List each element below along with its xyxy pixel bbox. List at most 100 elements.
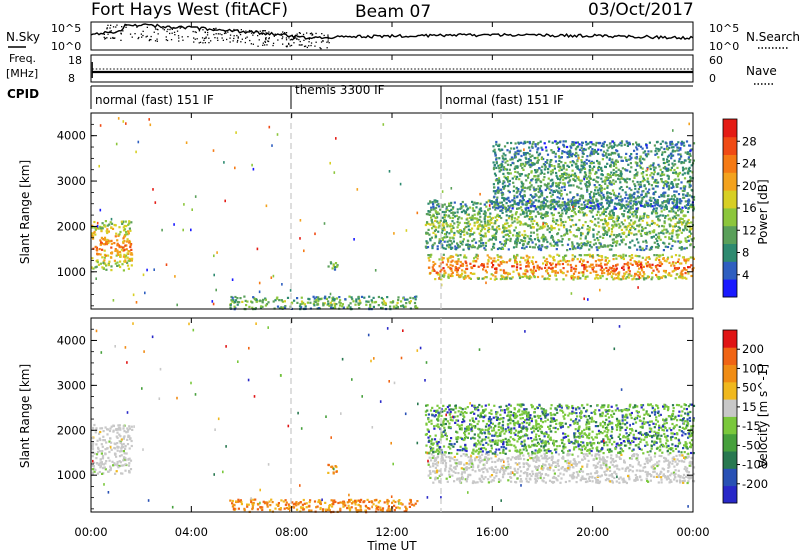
heatmap-cell bbox=[575, 228, 578, 231]
nsky-sample bbox=[294, 36, 296, 38]
heatmap-cell bbox=[588, 159, 591, 162]
heatmap-cell bbox=[578, 199, 581, 202]
heatmap-cell bbox=[627, 197, 630, 200]
heatmap-cell bbox=[581, 141, 584, 144]
heatmap-cell bbox=[545, 149, 548, 152]
heatmap-cell bbox=[550, 149, 553, 152]
heatmap-cell bbox=[447, 258, 450, 261]
heatmap-cell bbox=[126, 430, 129, 433]
heatmap-cell bbox=[656, 185, 659, 188]
heatmap-cell bbox=[454, 260, 457, 263]
heatmap-cell bbox=[476, 254, 479, 257]
heatmap-cell bbox=[586, 233, 589, 236]
heatmap-cell bbox=[632, 215, 635, 218]
heatmap-cell bbox=[128, 427, 131, 430]
heatmap-cell bbox=[598, 225, 601, 228]
heatmap-cell bbox=[115, 435, 118, 438]
heatmap-cell bbox=[609, 244, 612, 247]
heatmap-cell bbox=[488, 238, 491, 241]
heatmap-cell bbox=[96, 451, 100, 454]
heatmap-cell bbox=[645, 256, 648, 259]
heatmap-cell bbox=[671, 195, 674, 198]
heatmap-cell bbox=[534, 178, 537, 181]
heatmap-cell bbox=[453, 215, 457, 218]
heatmap-cell bbox=[662, 225, 666, 228]
heatmap-cell bbox=[520, 154, 523, 158]
heatmap-cell bbox=[652, 187, 655, 190]
heatmap-cell bbox=[602, 150, 606, 153]
heatmap-cell bbox=[449, 223, 452, 226]
heatmap-cell bbox=[652, 197, 655, 200]
heatmap-cell bbox=[236, 297, 239, 300]
heatmap-cell bbox=[473, 231, 476, 234]
heatmap-cell bbox=[667, 200, 670, 203]
heatmap-cell bbox=[450, 242, 454, 245]
heatmap-cell bbox=[665, 142, 668, 145]
freq-trace bbox=[91, 62, 693, 78]
heatmap-cell bbox=[503, 166, 506, 169]
heatmap-cell bbox=[635, 207, 638, 210]
heatmap-cell bbox=[483, 217, 486, 220]
heatmap-cell bbox=[675, 183, 678, 187]
heatmap-cell bbox=[538, 244, 541, 247]
heatmap-cell bbox=[671, 230, 674, 233]
heatmap-cell bbox=[102, 261, 105, 264]
heatmap-cell bbox=[107, 264, 110, 267]
heatmap-cell bbox=[588, 170, 591, 173]
nsky-sample bbox=[315, 32, 317, 35]
heatmap-cell bbox=[529, 193, 532, 197]
heatmap-cell bbox=[522, 223, 525, 226]
heatmap-cell bbox=[690, 203, 693, 206]
heatmap-cell bbox=[480, 239, 483, 242]
heatmap-cell bbox=[98, 437, 101, 440]
nsky-sample bbox=[311, 33, 314, 35]
heatmap-cell bbox=[596, 273, 599, 277]
heatmap-cell bbox=[122, 442, 125, 446]
heatmap-cell bbox=[668, 236, 671, 239]
nsky-sample bbox=[107, 24, 109, 26]
heatmap-cell bbox=[416, 306, 419, 309]
heatmap-cell bbox=[427, 213, 430, 216]
heatmap-cell bbox=[628, 195, 631, 198]
heatmap-cell bbox=[622, 238, 625, 241]
heatmap-cell bbox=[114, 452, 117, 455]
heatmap-cell bbox=[486, 265, 489, 268]
heatmap-cell bbox=[559, 206, 562, 209]
heatmap-cell bbox=[568, 173, 571, 177]
heatmap-cell bbox=[532, 162, 535, 165]
heatmap-cell bbox=[591, 268, 594, 271]
heatmap-cell bbox=[104, 254, 107, 257]
heatmap-cell bbox=[91, 468, 94, 471]
nsky-sample bbox=[229, 41, 231, 43]
heatmap-cell bbox=[542, 157, 545, 161]
heatmap-cell bbox=[546, 228, 549, 231]
heatmap-cell bbox=[613, 191, 615, 195]
heatmap-cell bbox=[354, 303, 357, 306]
heatmap-cell bbox=[596, 203, 599, 206]
heatmap-cell bbox=[103, 224, 106, 227]
heatmap-cell bbox=[504, 240, 508, 243]
heatmap-cell bbox=[114, 248, 117, 251]
heatmap-cell bbox=[254, 307, 257, 310]
heatmap-cell bbox=[501, 182, 504, 185]
heatmap-cell bbox=[119, 441, 122, 445]
heatmap-cell bbox=[626, 264, 629, 267]
heatmap-cell bbox=[148, 118, 150, 121]
heatmap-cell bbox=[684, 206, 688, 209]
heatmap-cell bbox=[550, 244, 553, 247]
heatmap-cell bbox=[536, 264, 539, 267]
heatmap-cell bbox=[522, 199, 525, 202]
heatmap-cell bbox=[460, 206, 463, 209]
heatmap-cell bbox=[289, 289, 292, 292]
heatmap-cell bbox=[530, 199, 533, 202]
heatmap-cell bbox=[545, 261, 548, 264]
heatmap-cell bbox=[377, 304, 380, 307]
heatmap-cell bbox=[638, 263, 641, 266]
heatmap-cell bbox=[667, 167, 670, 170]
heatmap-cell bbox=[105, 264, 108, 267]
heatmap-cell bbox=[533, 195, 536, 198]
heatmap-cell bbox=[432, 208, 435, 211]
heatmap-cell bbox=[235, 131, 237, 134]
heatmap-cell bbox=[543, 198, 546, 201]
heatmap-cell bbox=[229, 304, 232, 307]
